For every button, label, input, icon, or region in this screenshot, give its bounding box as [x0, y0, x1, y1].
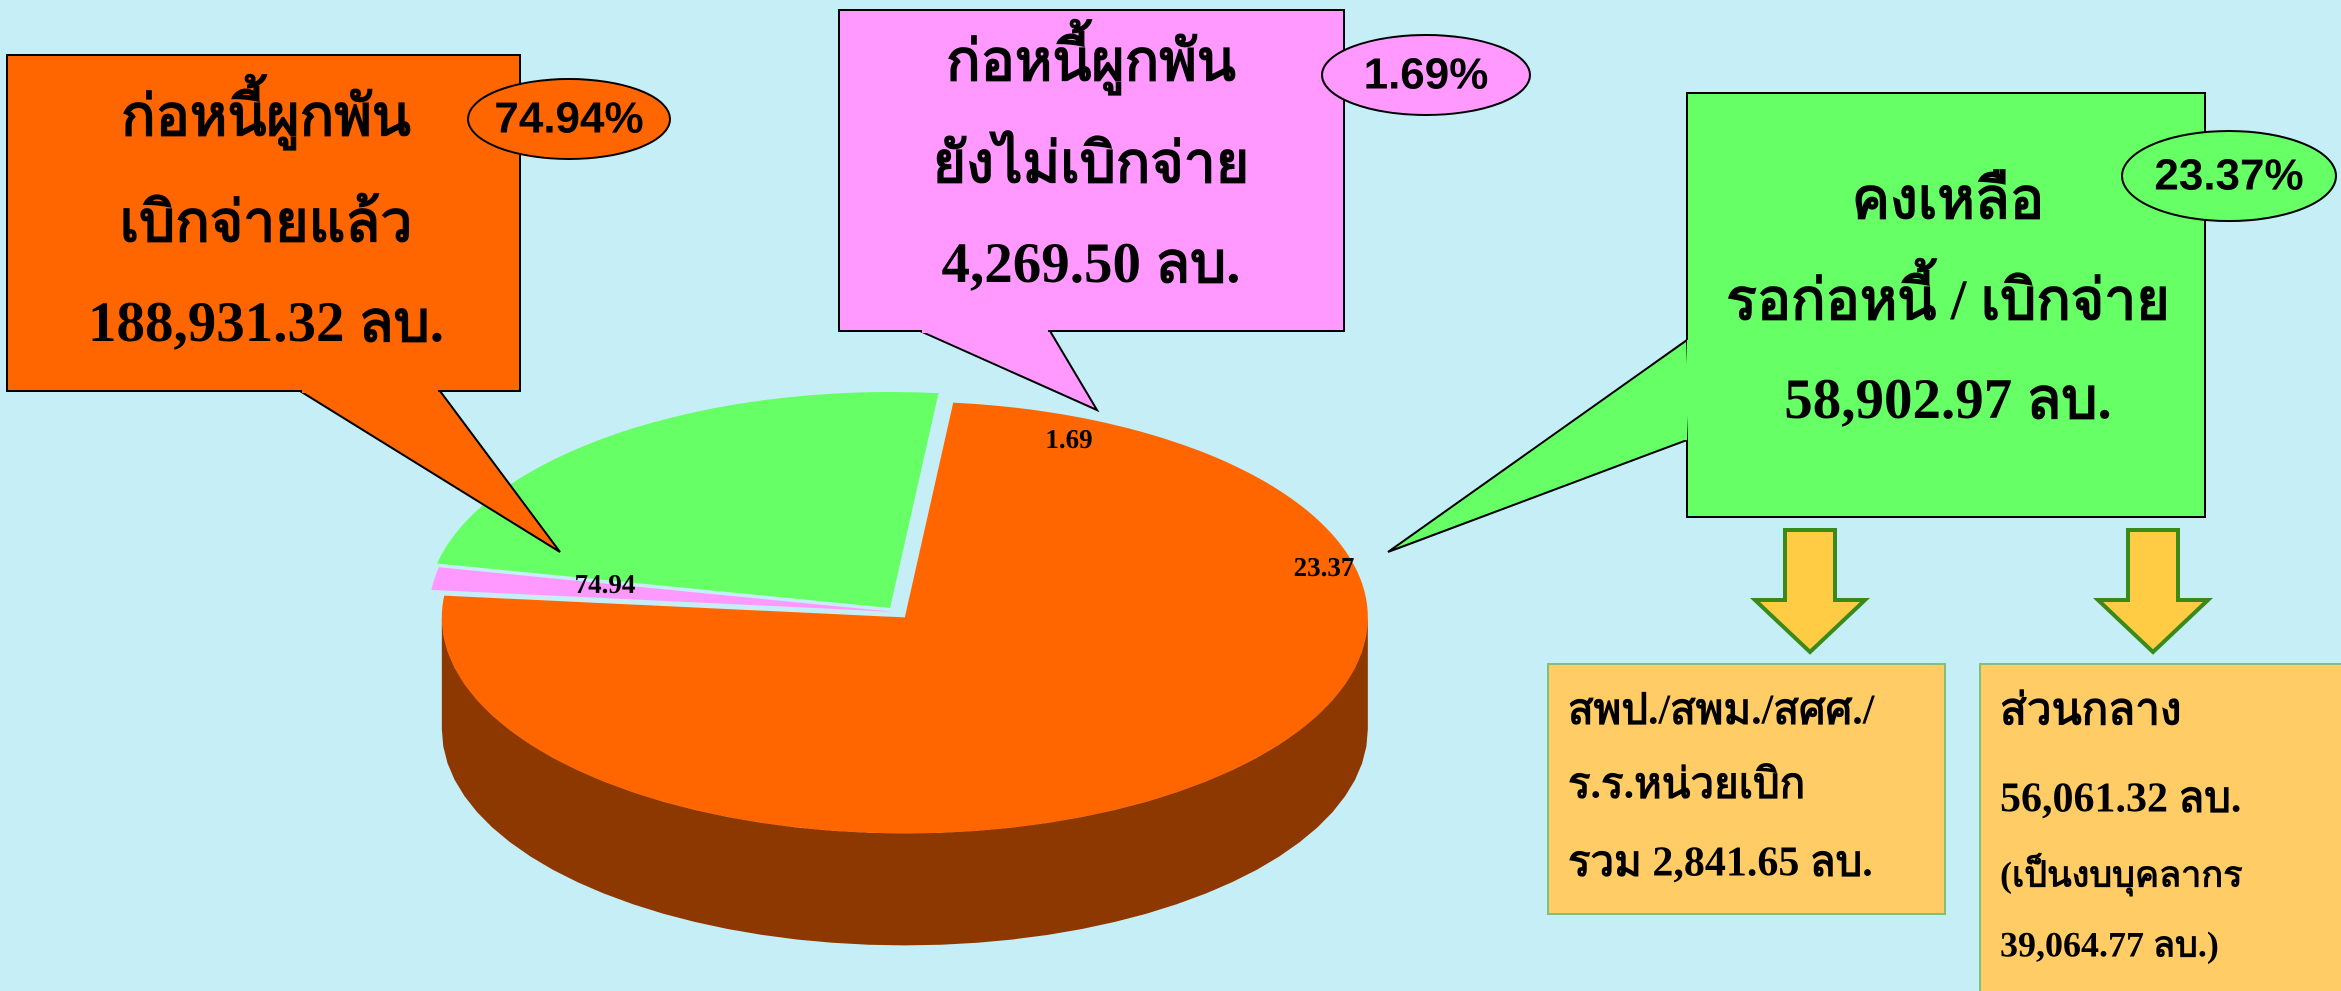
callout-text: ก่อหนี้ผูกพัน	[946, 19, 1236, 96]
callout-text: 188,931.32 ลบ.	[88, 291, 444, 354]
callout-box	[838, 9, 1345, 332]
callout-join	[1683, 339, 1691, 441]
annotations: ก่อหนี้ผูกพันเบิกจ่ายแล้ว 188,931.32 ลบ. 7…	[6, 9, 2341, 991]
arrow	[1749, 528, 1871, 655]
arrow	[2092, 528, 2214, 655]
info-box	[1547, 663, 1946, 915]
callout-text: ยังไม่เบิกจ่าย	[933, 130, 1249, 195]
slice-side	[441, 617, 1368, 946]
info-text: 56,061.32 ลบ.	[2000, 776, 2241, 822]
percent-ellipse	[467, 78, 671, 160]
info-text: ร.ร.หน่วยเบิก	[1568, 762, 1805, 808]
percent-label: 74.94%	[494, 94, 643, 143]
data-label: 1.69	[1045, 424, 1092, 454]
info-text: 39,064.77 ลบ.)	[2000, 924, 2219, 964]
callout-text: 58,902.97 ลบ.	[1784, 368, 2112, 431]
info-box	[1979, 663, 2341, 991]
percent-ellipse	[1321, 34, 1531, 116]
callout-text: เบิกจ่ายแล้ว	[120, 191, 413, 254]
slice	[437, 391, 939, 608]
slice	[431, 567, 893, 612]
callout-text: รอก่อหนี้ / เบิกจ่าย	[1726, 258, 2169, 332]
info-text: (เป็นงบบุคลากร	[2000, 851, 2243, 897]
percent-ellipse	[2121, 130, 2337, 222]
info-text: ส่วนกลาง	[2000, 685, 2181, 734]
callout-text: คงเหลือ	[1852, 168, 2044, 231]
info-text: สพป./สพม./สศศ./	[1568, 688, 1876, 734]
data-label: 74.94	[575, 569, 636, 599]
percent-label: 1.69%	[1364, 50, 1489, 99]
callout-text: 4,269.50 ลบ.	[941, 232, 1240, 295]
callout-text: ก่อหนี้ผูกพัน	[121, 74, 411, 151]
info-text: รวม 2,841.65 ลบ.	[1568, 840, 1873, 886]
percent-label: 23.37%	[2154, 151, 2303, 200]
callout-box	[1686, 92, 2206, 518]
pie: 74.94 1.69 23.37	[431, 391, 1368, 946]
slice	[441, 402, 1368, 834]
data-label: 23.37	[1294, 552, 1355, 582]
callout-box	[6, 54, 521, 392]
